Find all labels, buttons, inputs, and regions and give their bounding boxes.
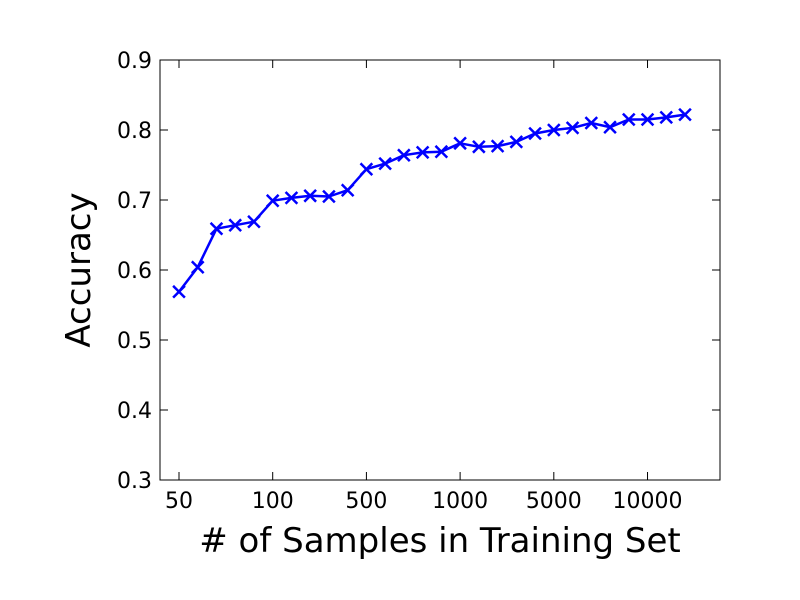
y-tick-label: 0.8 — [117, 119, 152, 144]
x-tick-label: 5000 — [526, 489, 582, 514]
x-tick-label: 10000 — [613, 489, 683, 514]
x-axis-title: # of Samples in Training Set — [199, 521, 680, 561]
data-point-marker — [603, 120, 617, 134]
data-point-marker — [284, 191, 299, 205]
x-tick-label: 50 — [165, 489, 193, 514]
data-point-marker — [265, 193, 280, 208]
y-axis-title: Accuracy — [59, 192, 99, 347]
y-axis-ticks: 0.3 0.4 0.5 0.6 0.7 0.8 0.9 — [117, 49, 720, 494]
y-tick-label: 0.7 — [117, 189, 152, 214]
y-tick-label: 0.5 — [117, 329, 152, 354]
series-line — [178, 113, 686, 293]
data-point-marker — [678, 107, 692, 122]
data-point-marker — [397, 148, 411, 162]
data-point-marker — [659, 110, 674, 125]
data-point-marker — [247, 214, 261, 229]
x-tick-label: 100 — [252, 489, 294, 514]
data-point-marker — [172, 284, 186, 299]
data-point-marker — [190, 260, 205, 274]
data-point-marker — [547, 123, 561, 137]
data-point-marker — [622, 112, 636, 127]
data-point-marker — [415, 145, 430, 160]
data-point-marker — [359, 162, 374, 176]
y-tick-label: 0.6 — [117, 259, 152, 284]
plot-area — [159, 59, 721, 481]
data-point-marker — [490, 139, 505, 153]
x-axis-ticks: 50 100 500 1000 5000 10000 — [165, 60, 683, 514]
data-point-marker — [584, 116, 599, 130]
data-point-marker — [209, 221, 224, 236]
data-point-marker — [640, 112, 655, 127]
data-point-marker — [453, 136, 467, 151]
x-tick-label: 500 — [345, 489, 387, 514]
data-point-marker — [509, 135, 524, 149]
data-point-marker — [322, 189, 336, 204]
y-tick-label: 0.3 — [117, 469, 152, 494]
data-point-marker — [472, 140, 486, 154]
y-tick-label: 0.4 — [117, 399, 152, 424]
data-point-marker — [378, 156, 392, 171]
data-point-marker — [303, 189, 317, 203]
y-tick-label: 0.9 — [117, 49, 152, 74]
x-tick-label: 1000 — [432, 489, 488, 514]
data-point-marker — [340, 183, 355, 197]
series-layer — [172, 107, 692, 299]
data-point-marker — [565, 121, 580, 135]
data-point-marker — [228, 218, 242, 232]
data-point-marker — [528, 126, 542, 141]
data-point-marker — [434, 144, 449, 159]
